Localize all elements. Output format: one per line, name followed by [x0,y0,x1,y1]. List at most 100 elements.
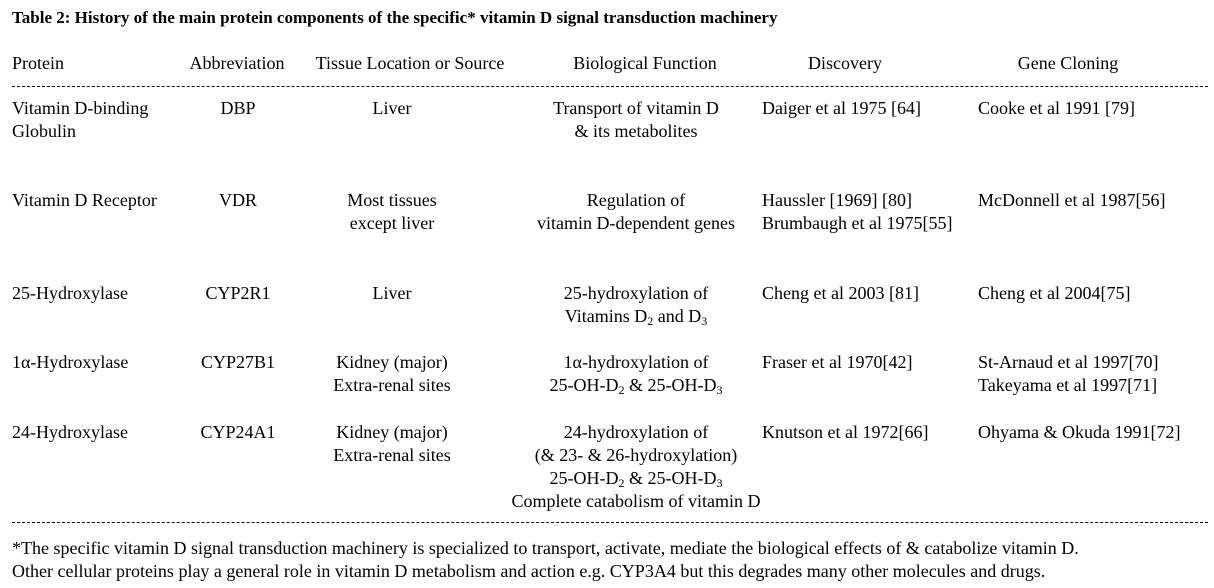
text: except liver [349,213,435,233]
text: Vitamin D Receptor [12,190,157,210]
cell-line: McDonnell et al 1987[56] [978,189,1165,211]
header-cell: Discovery [808,53,882,73]
cell-line: Cheng et al 2004[75] [978,282,1130,304]
text: Extra-renal sites [333,375,451,395]
text: & 25-OH-D [624,468,717,488]
text: & its metabolites [574,121,698,141]
footnote: *The specific vitamin D signal transduct… [12,538,1079,558]
cell-line: Transport of vitamin D [553,97,719,119]
cell-line: Fraser et al 1970[42] [762,351,912,373]
cell-line: Brumbaugh et al 1975[55] [762,212,952,234]
cell-line: Kidney (major) [336,351,447,373]
cell-line: 1α-Hydroxylase [12,351,128,373]
cell-line: Cooke et al 1991 [79] [978,97,1135,119]
text: & 25-OH-D [624,375,717,395]
cell-line: Liver [373,282,412,304]
footnote: Other cellular proteins play a general r… [12,561,1046,581]
text: Extra-renal sites [333,445,451,465]
header-cell: Tissue Location or Source [315,53,505,73]
cell-line: CYP2R1 [205,282,270,304]
cell-line: Kidney (major) [336,421,447,443]
text: Cheng et al 2003 [81] [762,283,919,303]
text: Daiger et al 1975 [64] [762,98,921,118]
divider [12,86,1208,87]
cell-line: Extra-renal sites [333,444,450,466]
cell-line: Takeyama et al 1997[71] [978,374,1157,396]
text: 25-OH-D [549,468,619,488]
header-cell: Biological Function [573,53,717,73]
cell-line: Most tissues [347,189,437,211]
cell-line: Liver [373,97,412,119]
cell-line: Knutson et al 1972[66] [762,421,928,443]
cell-line: 25-OH-D2 & 25-OH-D3 [550,374,723,396]
text: CYP24A1 [200,422,276,442]
cell-line: Daiger et al 1975 [64] [762,97,921,119]
text: CYP2R1 [205,283,271,303]
text: Haussler [1969] [80] [762,190,912,210]
cell-line: 24-Hydroxylase [12,421,128,443]
cell-line: CYP24A1 [200,421,275,443]
text: DBP [220,98,256,118]
cell-line: Ohyama & Okuda 1991[72] [978,421,1180,443]
text: Vitamins D [564,306,648,326]
cell-line: 25-Hydroxylase [12,282,128,304]
text: Brumbaugh et al 1975[55] [762,213,953,233]
text: 24-Hydroxylase [12,422,128,442]
text: 1α-Hydroxylase [12,352,129,372]
text: Most tissues [347,190,437,210]
divider [12,522,1208,523]
subscript: 2 [618,383,625,397]
text: Kidney (major) [336,422,448,442]
cell-line: Complete catabolism of vitamin D [512,490,761,512]
cell-line: VDR [219,189,257,211]
cell-line: Vitamin D Receptor [12,189,157,211]
text: Takeyama et al 1997[71] [978,375,1158,395]
text: CYP27B1 [200,352,276,372]
cell-line: 1α-hydroxylation of [564,351,709,373]
cell-line: vitamin D-dependent genes [537,212,735,234]
header-cell: Gene Cloning [1017,53,1119,73]
subscript: 2 [647,314,654,328]
text: Regulation of [586,190,686,210]
text: Liver [372,283,412,303]
cell-line: Vitamins D2 and D3 [565,305,707,327]
text: (& 23- & 26-hydroxylation) [534,445,738,465]
text: 24-hydroxylation of [563,422,709,442]
cell-line: CYP27B1 [201,351,275,373]
cell-line: (& 23- & 26-hydroxylation) [535,444,737,466]
table-title: Table 2: History of the main protein com… [12,8,778,27]
text: Liver [372,98,412,118]
cell-line: & its metabolites [575,120,698,142]
text: Globulin [12,121,77,141]
header-cell: Protein [12,53,64,73]
cell-line: except liver [350,212,434,234]
text: Vitamin D-binding [12,98,149,118]
subscript: 3 [716,476,723,490]
text: VDR [218,190,258,210]
text: McDonnell et al 1987[56] [978,190,1166,210]
text: and D [653,306,702,326]
text: St-Arnaud et al 1997[70] [978,352,1159,372]
cell-line: 25-OH-D2 & 25-OH-D3 [550,467,723,489]
text: Knutson et al 1972[66] [762,422,929,442]
text: 25-OH-D [549,375,619,395]
cell-line: St-Arnaud et al 1997[70] [978,351,1158,373]
text: Cooke et al 1991 [79] [978,98,1135,118]
cell-line: 24-hydroxylation of [564,421,708,443]
text: vitamin D-dependent genes [537,213,735,233]
text: 25-Hydroxylase [12,283,128,303]
cell-line: 25-hydroxylation of [564,282,708,304]
cell-line: Vitamin D-binding [12,97,148,119]
text: Complete catabolism of vitamin D [511,491,761,511]
cell-line: DBP [220,97,255,119]
header-cell: Abbreviation [189,53,285,73]
subscript: 2 [618,476,625,490]
text: Transport of vitamin D [553,98,719,118]
text: 25-hydroxylation of [563,283,709,303]
cell-line: Regulation of [587,189,685,211]
text: 1α-hydroxylation of [563,352,709,372]
cell-line: Cheng et al 2003 [81] [762,282,919,304]
text: Ohyama & Okuda 1991[72] [978,422,1181,442]
subscript: 3 [701,314,708,328]
